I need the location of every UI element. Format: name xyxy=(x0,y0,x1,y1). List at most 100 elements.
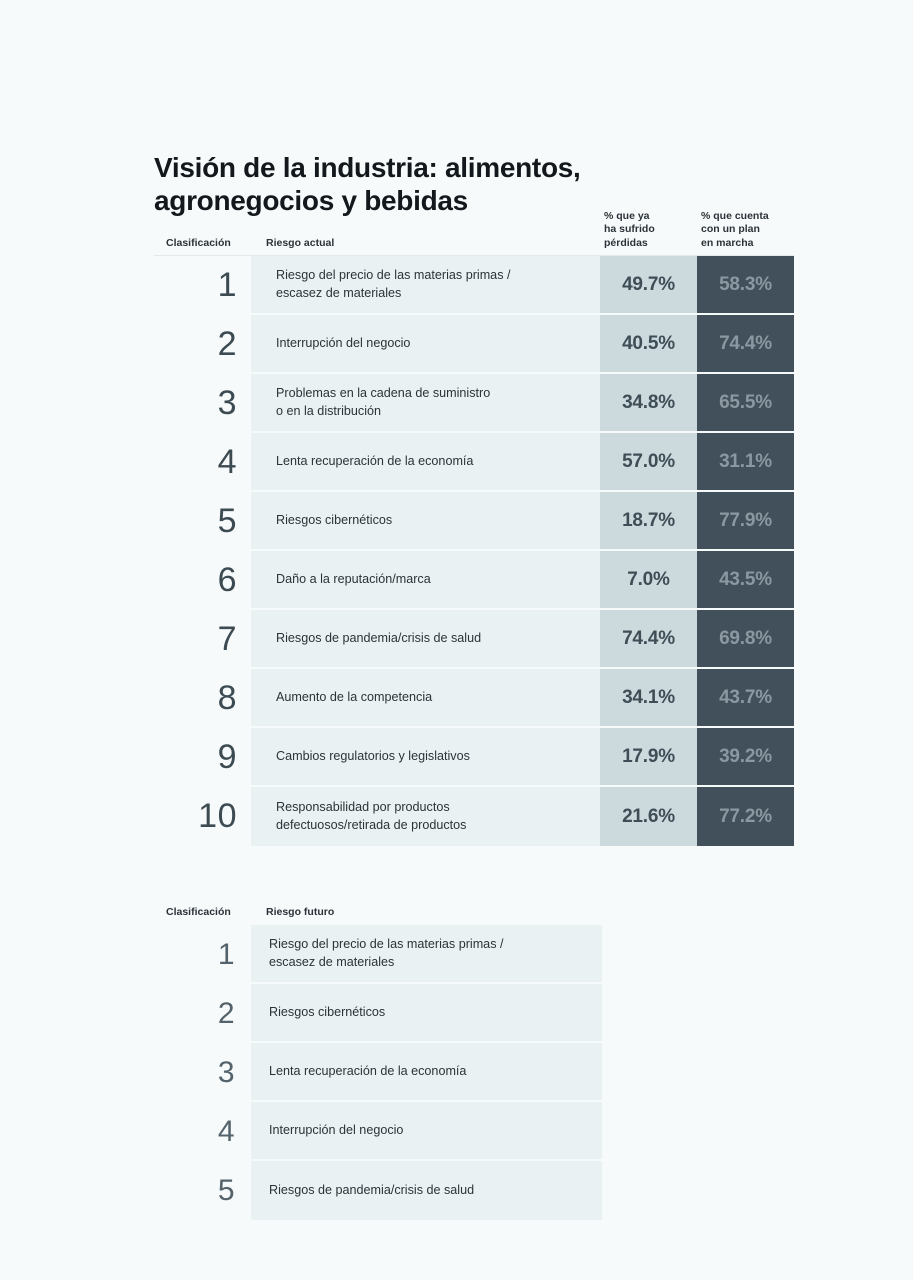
rank-value: 2 xyxy=(217,996,235,1030)
rank-value: 1 xyxy=(217,266,237,304)
risk-label-line-1: Interrupción del negocio xyxy=(276,335,411,350)
risk-label: Lenta recuperación de la economía xyxy=(251,433,600,492)
column-header-rank: Clasificación xyxy=(166,905,231,918)
table-row: 8 Aumento de la competencia 34.1% 43.7% xyxy=(154,669,794,728)
plan-value: 58.3% xyxy=(697,256,794,315)
losses-value: 49.7% xyxy=(600,256,697,315)
plan-value: 43.5% xyxy=(697,551,794,610)
losses-value: 7.0% xyxy=(600,551,697,610)
risk-label: Riesgos de pandemia/crisis de salud xyxy=(251,610,600,669)
rank-value: 5 xyxy=(217,1173,235,1207)
risk-label-line-2: o en la distribución xyxy=(276,403,382,418)
risk-label-line-1: Riesgos cibernéticos xyxy=(269,1004,386,1019)
risk-label-line-2: escasez de materiales xyxy=(276,285,402,300)
column-header-losses-line-3: pérdidas xyxy=(604,236,648,249)
risk-label: Responsabilidad por productos defectuosos… xyxy=(251,787,600,846)
current-risks-table-header: Clasificación Riesgo actual % que ya ha … xyxy=(154,210,794,256)
risk-label: Interrupción del negocio xyxy=(251,1102,602,1161)
plan-value: 39.2% xyxy=(697,728,794,787)
plan-value: 77.9% xyxy=(697,492,794,551)
plan-value: 74.4% xyxy=(697,315,794,374)
risk-label: Daño a la reputación/marca xyxy=(251,551,600,610)
future-risks-table: Clasificación Riesgo futuro 1 Riesgo del… xyxy=(154,899,602,1220)
risk-label-line-1: Riesgos de pandemia/crisis de salud xyxy=(276,630,482,645)
page-title: Visión de la industria: alimentos, agron… xyxy=(154,151,794,218)
table-row: 4 Interrupción del negocio xyxy=(154,1102,602,1161)
risk-label-line-2: defectuosos/retirada de productos xyxy=(276,817,467,832)
table-row: 7 Riesgos de pandemia/crisis de salud 74… xyxy=(154,610,794,669)
risk-label-line-1: Lenta recuperación de la economía xyxy=(276,453,474,468)
risk-label-line-1: Responsabilidad por productos xyxy=(276,799,450,814)
losses-value: 40.5% xyxy=(600,315,697,374)
risk-label-line-1: Lenta recuperación de la economía xyxy=(269,1063,467,1078)
losses-value: 34.1% xyxy=(600,669,697,728)
losses-value: 34.8% xyxy=(600,374,697,433)
risk-label: Cambios regulatorios y legislativos xyxy=(251,728,600,787)
column-header-risk: Riesgo futuro xyxy=(266,905,335,918)
table-row: 6 Daño a la reputación/marca 7.0% 43.5% xyxy=(154,551,794,610)
column-header-plan: % que cuenta con un plan en marcha xyxy=(701,210,793,250)
risk-label: Lenta recuperación de la economía xyxy=(251,1043,602,1102)
rank-value: 3 xyxy=(217,384,237,422)
risk-label: Riesgo del precio de las materias primas… xyxy=(251,925,602,984)
losses-value: 74.4% xyxy=(600,610,697,669)
rank-value: 5 xyxy=(217,502,237,540)
rank-value: 7 xyxy=(217,620,237,658)
table-row: 3 Lenta recuperación de la economía xyxy=(154,1043,602,1102)
future-risks-table-header: Clasificación Riesgo futuro xyxy=(154,899,602,925)
risk-label: Aumento de la competencia xyxy=(251,669,600,728)
rank-value: 4 xyxy=(217,1114,235,1148)
header-divider xyxy=(154,255,794,256)
losses-value: 57.0% xyxy=(600,433,697,492)
risk-label: Riesgos cibernéticos xyxy=(251,492,600,551)
table-row: 5 Riesgos cibernéticos 18.7% 77.9% xyxy=(154,492,794,551)
risk-label: Riesgos de pandemia/crisis de salud xyxy=(251,1161,602,1220)
risk-label-line-1: Riesgos de pandemia/crisis de salud xyxy=(269,1182,475,1197)
risk-label-line-1: Riesgo del precio de las materias primas… xyxy=(269,936,504,951)
rank-value: 1 xyxy=(217,937,235,971)
table-row: 5 Riesgos de pandemia/crisis de salud xyxy=(154,1161,602,1220)
risk-label-line-1: Daño a la reputación/marca xyxy=(276,571,431,586)
table-row: 4 Lenta recuperación de la economía 57.0… xyxy=(154,433,794,492)
table-row: 3 Problemas en la cadena de suministro o … xyxy=(154,374,794,433)
risk-label: Riesgo del precio de las materias primas… xyxy=(251,256,600,315)
column-header-plan-line-1: % que cuenta xyxy=(701,209,769,222)
current-risks-table: Clasificación Riesgo actual % que ya ha … xyxy=(154,210,794,846)
plan-value: 31.1% xyxy=(697,433,794,492)
losses-value: 21.6% xyxy=(600,787,697,846)
column-header-risk: Riesgo actual xyxy=(266,236,335,249)
risk-label: Problemas en la cadena de suministro o en… xyxy=(251,374,600,433)
risk-label-line-1: Cambios regulatorios y legislativos xyxy=(276,748,470,763)
plan-value: 65.5% xyxy=(697,374,794,433)
column-header-losses-line-1: % que ya xyxy=(604,209,650,222)
plan-value: 77.2% xyxy=(697,787,794,846)
table-row: 1 Riesgo del precio de las materias prim… xyxy=(154,925,602,984)
rank-value: 10 xyxy=(198,797,237,835)
column-header-losses: % que ya ha sufrido pérdidas xyxy=(604,210,690,250)
risk-label: Riesgos cibernéticos xyxy=(251,984,602,1043)
page-title-line-1: Visión de la industria: alimentos, xyxy=(154,151,581,183)
losses-value: 18.7% xyxy=(600,492,697,551)
table-row: 2 Riesgos cibernéticos xyxy=(154,984,602,1043)
rank-value: 9 xyxy=(217,738,237,776)
risk-label-line-1: Riesgo del precio de las materias primas… xyxy=(276,267,511,282)
risk-label-line-1: Aumento de la competencia xyxy=(276,689,433,704)
table-row: 9 Cambios regulatorios y legislativos 17… xyxy=(154,728,794,787)
risk-label: Interrupción del negocio xyxy=(251,315,600,374)
plan-value: 43.7% xyxy=(697,669,794,728)
table-row: 10 Responsabilidad por productos defectuo… xyxy=(154,787,794,846)
column-header-losses-line-2: ha sufrido xyxy=(604,223,655,236)
column-header-plan-line-2: con un plan xyxy=(701,223,760,236)
table-row: 2 Interrupción del negocio 40.5% 74.4% xyxy=(154,315,794,374)
risk-label-line-1: Riesgos cibernéticos xyxy=(276,512,393,527)
column-header-plan-line-3: en marcha xyxy=(701,236,754,249)
rank-value: 4 xyxy=(217,443,237,481)
risk-label-line-2: escasez de materiales xyxy=(269,954,395,969)
risk-label-line-1: Interrupción del negocio xyxy=(269,1122,404,1137)
rank-value: 8 xyxy=(217,679,237,717)
rank-value: 3 xyxy=(217,1055,235,1089)
losses-value: 17.9% xyxy=(600,728,697,787)
page-title-line-2: agronegocios y bebidas xyxy=(154,185,468,217)
plan-value: 69.8% xyxy=(697,610,794,669)
